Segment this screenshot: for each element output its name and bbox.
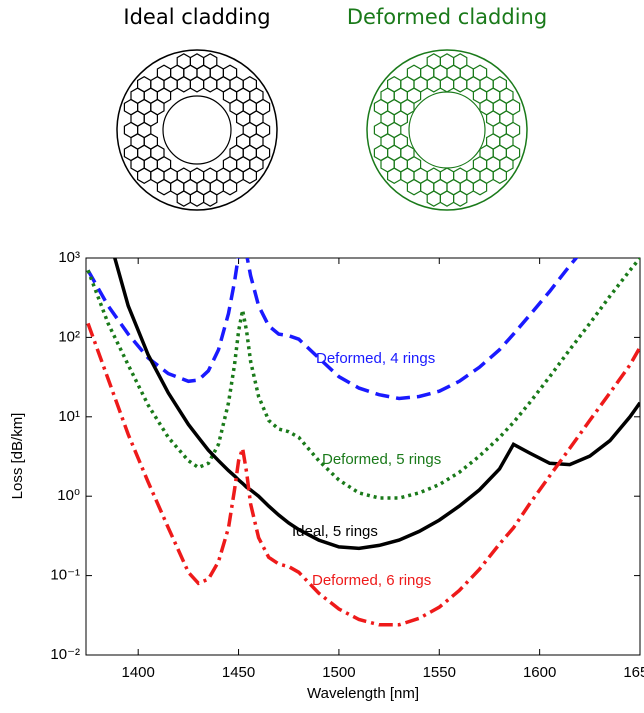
x-tick-label: 1500 [322, 664, 355, 681]
series-line [112, 258, 640, 551]
x-tick-label: 1550 [423, 664, 456, 681]
hexagon [492, 167, 507, 184]
hexagon [387, 167, 402, 184]
series-line [86, 258, 579, 401]
diagram-title: Deformed cladding [347, 5, 547, 29]
y-tick-label: 10² [58, 328, 80, 345]
hexagon [426, 76, 441, 93]
hexagon [156, 178, 172, 196]
hexagon [137, 167, 152, 184]
hexagon [203, 190, 218, 207]
y-tick-label: 10³ [58, 249, 80, 266]
y-axis-label: Loss [dB/km] [9, 413, 26, 500]
core [408, 91, 486, 169]
cladding-outer [116, 49, 278, 211]
cladding-outer [366, 49, 528, 211]
core [162, 95, 232, 165]
hexagon [189, 76, 205, 93]
x-tick-label: 1400 [122, 664, 155, 681]
hexagon [176, 190, 191, 207]
hexagon [453, 76, 468, 93]
x-tick-label: 1600 [523, 664, 556, 681]
x-tick-label: 1450 [222, 664, 255, 681]
x-tick-label: 1650 [623, 664, 644, 681]
series-label: Deformed, 6 rings [312, 572, 431, 589]
hexagon [222, 178, 238, 196]
series-line [86, 322, 640, 627]
hexagon [453, 190, 468, 207]
y-tick-label: 10⁰ [57, 487, 80, 504]
hexagon [472, 178, 488, 196]
hexagon [176, 76, 191, 93]
diagram-title: Ideal cladding [123, 5, 270, 29]
y-tick-label: 10⁻² [50, 646, 80, 663]
y-tick-label: 10⁻¹ [50, 567, 80, 584]
series-line [86, 258, 640, 500]
series-label: Deformed, 5 rings [322, 451, 441, 468]
y-tick-label: 10¹ [58, 408, 80, 425]
hexagon [189, 190, 205, 207]
hexagon [242, 167, 257, 184]
x-axis-label: Wavelength [nm] [307, 685, 419, 702]
hexagon [439, 190, 455, 207]
hexagon [439, 76, 455, 93]
plot-frame [85, 257, 641, 656]
hexagon [203, 76, 218, 93]
hexagon [426, 190, 441, 207]
series-label: Deformed, 4 rings [316, 350, 435, 367]
series-label: Ideal, 5 rings [292, 523, 378, 540]
hexagon [406, 178, 422, 196]
plot-area [86, 258, 640, 627]
